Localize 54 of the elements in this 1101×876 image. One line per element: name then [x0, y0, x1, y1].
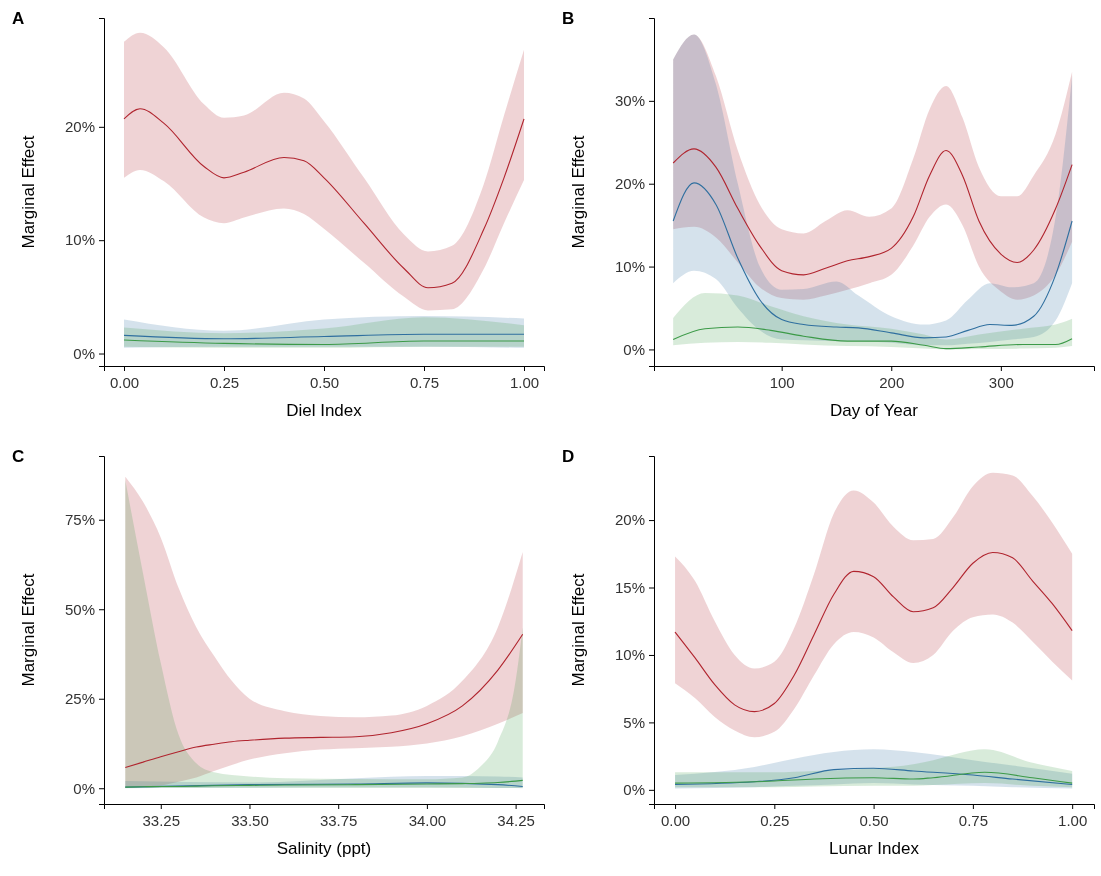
x-tick-label: 1.00 [1058, 811, 1088, 829]
x-tick-label: 300 [988, 373, 1014, 391]
x-tick-label: 0.00 [109, 373, 140, 391]
y-axis-title: Marginal Effect [569, 573, 588, 687]
y-tick-label: 5% [623, 713, 645, 731]
line-series [124, 633, 524, 769]
y-tick-label: 50% [64, 600, 95, 618]
x-tick-label: 1.00 [509, 373, 540, 391]
x-tick-label: 0.50 [859, 811, 889, 829]
y-tick-label: 0% [73, 779, 95, 797]
y-tick-label: 75% [64, 511, 95, 529]
y-tick-label: 10% [614, 646, 645, 664]
line-series [672, 182, 1073, 339]
x-tick-label: 0.25 [209, 373, 240, 391]
line-series [674, 771, 1073, 784]
x-axis-title: Diel Index [286, 401, 363, 420]
x-tick-label: 33.25 [142, 811, 181, 829]
x-axis-title: Lunar Index [829, 839, 920, 858]
line-series [672, 326, 1073, 350]
y-tick-label: 0% [73, 344, 95, 362]
line-series [123, 108, 525, 289]
y-axis-title: Marginal Effect [19, 573, 38, 687]
line-series [672, 148, 1073, 276]
x-tick-label: 0.00 [660, 811, 691, 829]
y-tick-label: 0% [623, 340, 645, 358]
y-tick-label: 20% [614, 175, 645, 193]
x-tick-label: 100 [769, 373, 795, 391]
x-tick-label: 34.00 [408, 811, 447, 829]
y-axis-title: Marginal Effect [19, 135, 38, 249]
y-tick-label: 15% [614, 578, 645, 596]
chart-title: C [12, 447, 25, 466]
chart-title: B [562, 9, 575, 28]
y-tick-label: 0% [623, 781, 645, 799]
chart-title: D [562, 447, 575, 466]
chart-title: A [12, 9, 25, 28]
y-axis-title: Marginal Effect [569, 135, 588, 249]
x-tick-label: 0.25 [760, 811, 790, 829]
x-axis-title: Salinity (ppt) [276, 839, 372, 858]
x-tick-label: 33.50 [231, 811, 269, 829]
y-tick-label: 20% [614, 511, 645, 529]
x-axis-title: Day of Year [830, 401, 919, 420]
y-tick-label: 30% [614, 92, 645, 110]
x-tick-label: 34.25 [497, 811, 535, 829]
x-tick-label: 200 [879, 373, 905, 391]
line-series [674, 767, 1073, 785]
y-tick-label: 25% [64, 690, 95, 708]
y-tick-label: 20% [64, 118, 95, 136]
line-series [674, 551, 1073, 713]
x-tick-label: 0.75 [958, 811, 988, 829]
y-tick-label: 10% [614, 257, 645, 275]
x-tick-label: 33.75 [319, 811, 358, 829]
x-tick-label: 0.75 [409, 373, 440, 391]
x-tick-label: 0.50 [309, 373, 340, 391]
y-tick-label: 10% [64, 231, 95, 249]
